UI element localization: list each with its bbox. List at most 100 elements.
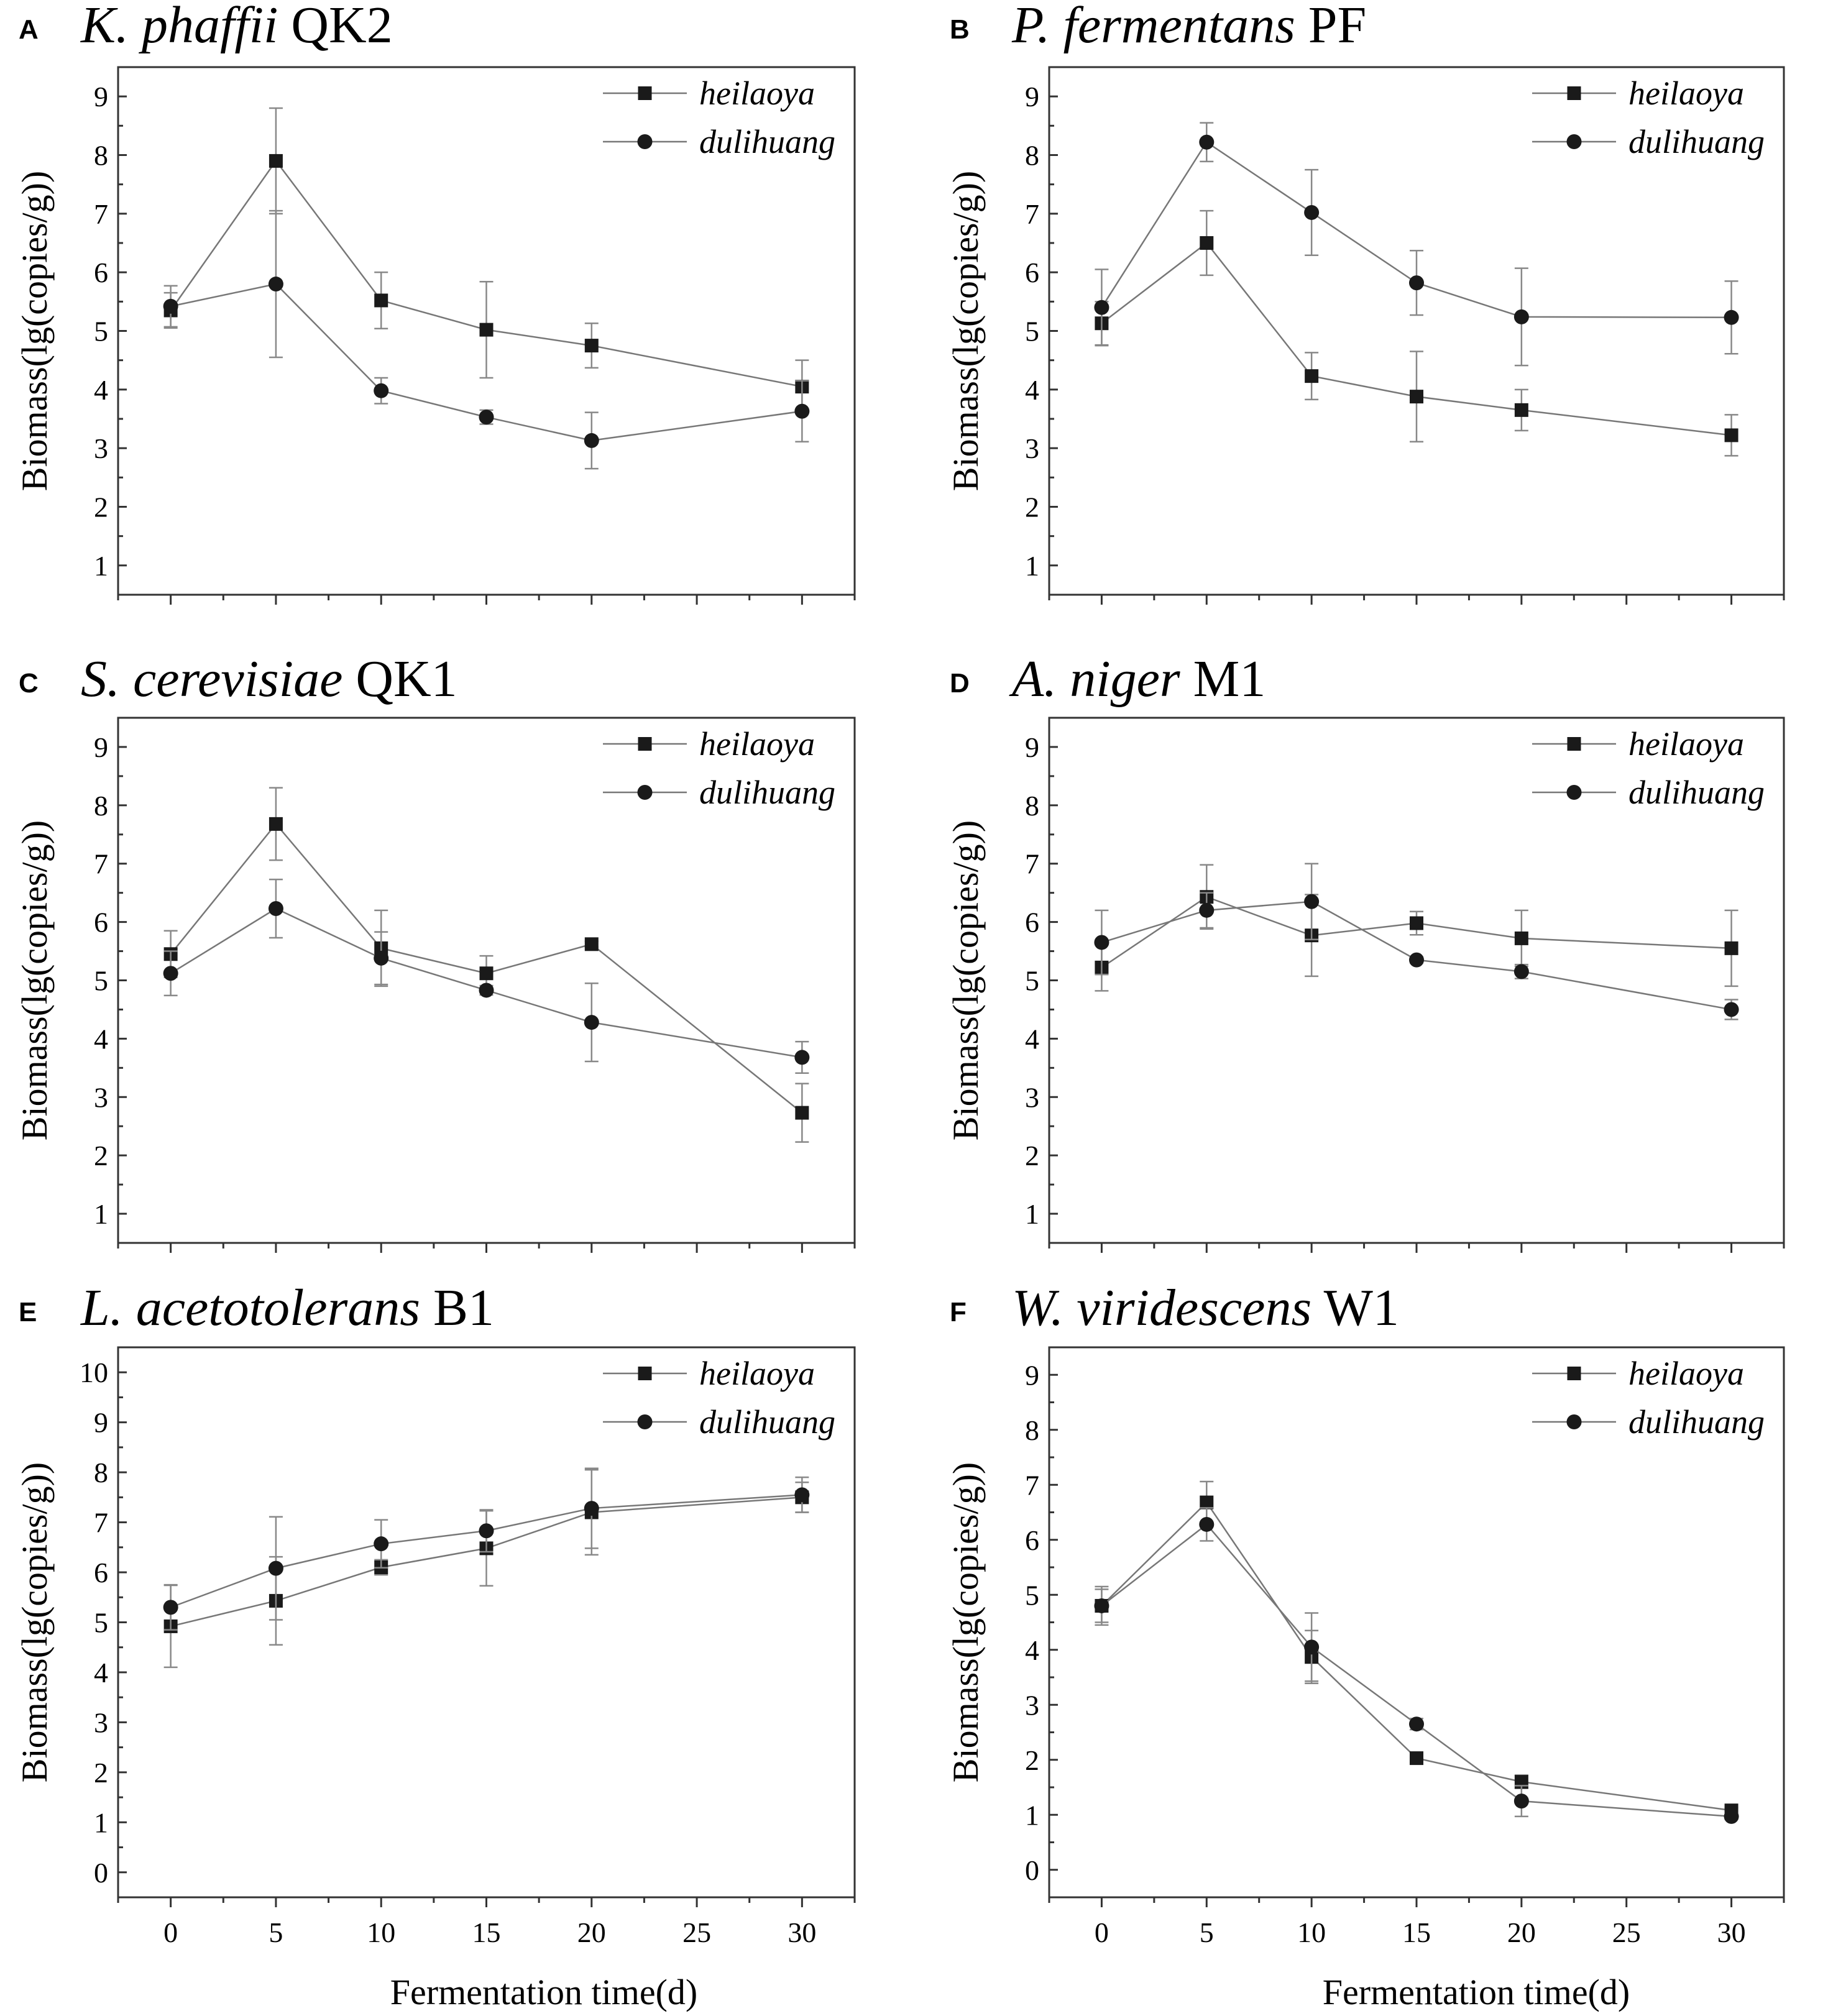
data-point: [163, 966, 178, 981]
legend-label: dulihuang: [699, 1403, 835, 1441]
y-tick-label: 4: [1025, 1634, 1039, 1666]
legend-label: heilaoya: [699, 1355, 815, 1392]
y-tick-label: 2: [94, 1757, 108, 1789]
legend-marker: [1567, 737, 1581, 751]
data-point: [163, 1600, 178, 1615]
series-line: [170, 907, 802, 1058]
series-dulihuang: [163, 209, 810, 470]
data-point: [1513, 1794, 1529, 1809]
legend-label: dulihuang: [1628, 123, 1765, 160]
legend-marker: [1567, 1367, 1581, 1380]
x-tick-label: 5: [1200, 1917, 1214, 1948]
data-point: [1724, 309, 1739, 325]
x-tick-label: 5: [269, 1917, 283, 1948]
y-tick-label: 4: [1025, 1023, 1039, 1055]
data-point: [1514, 403, 1528, 417]
series-line: [1101, 896, 1732, 968]
title-strain: B1: [420, 1279, 494, 1337]
data-point: [268, 901, 283, 917]
legend-marker: [637, 134, 653, 149]
y-tick-label: 6: [94, 257, 108, 288]
series-dulihuang: [1094, 122, 1739, 367]
data-point: [1410, 916, 1423, 930]
data-point: [1409, 952, 1424, 968]
y-tick-label: 7: [1025, 198, 1039, 230]
y-tick-label: 5: [94, 316, 108, 347]
y-tick-label: 9: [94, 81, 108, 112]
data-point: [1409, 275, 1424, 291]
x-tick-label: 0: [1095, 1917, 1109, 1948]
y-tick-label: 4: [1025, 374, 1039, 406]
y-tick-label: 3: [94, 1081, 108, 1113]
data-point: [584, 1501, 599, 1516]
series-dulihuang: [1094, 863, 1739, 1020]
data-point: [1724, 1002, 1739, 1017]
panel-letter: F: [950, 1297, 967, 1327]
y-tick-label: 9: [94, 731, 108, 763]
legend: heilaoya dulihuang: [1532, 725, 1765, 811]
data-point: [1199, 1516, 1215, 1532]
panel-title: A. niger M1: [1009, 650, 1265, 708]
panel-B: B P. fermentans PF 1 2 3 4 5 6 7 8 9 Biomass(lg(cop…: [945, 0, 1785, 605]
data-point: [1724, 941, 1738, 955]
y-tick-label: 1: [1025, 550, 1039, 582]
y-tick-label: 1: [1025, 1198, 1039, 1230]
legend-label: heilaoya: [1628, 1355, 1744, 1392]
title-strain: W1: [1311, 1279, 1399, 1337]
y-tick-label: 6: [1025, 1524, 1039, 1556]
series-line: [1101, 900, 1732, 1010]
legend-marker: [638, 737, 652, 751]
data-point: [374, 383, 389, 398]
series-dulihuang: [163, 878, 810, 1074]
data-point: [794, 1050, 810, 1065]
data-point: [1199, 902, 1215, 918]
title-strain: QK2: [278, 0, 392, 54]
panel-C: C S. cerevisiae QK1 1 2 3 4 5 6 7 8 9 Biomass(lg(co…: [14, 650, 856, 1253]
y-tick-label: 2: [1025, 492, 1039, 523]
y-tick-label: 0: [94, 1857, 108, 1889]
data-point: [1724, 428, 1738, 442]
series-line: [170, 1496, 802, 1628]
data-point: [1094, 300, 1109, 315]
data-point: [1514, 931, 1528, 945]
series-dulihuang: [163, 1467, 810, 1631]
data-point: [269, 817, 283, 831]
y-tick-label: 6: [1025, 257, 1039, 288]
panel-F: F W. viridescens W1 0 1 2 3 4 5 6 7 8 9 0 5 10 15 20 25 30…: [945, 1279, 1785, 1948]
y-tick-label: 3: [1025, 1081, 1039, 1113]
legend: heilaoya dulihuang: [603, 75, 835, 160]
y-tick-label: 9: [94, 1407, 108, 1439]
legend-marker: [638, 1367, 652, 1380]
panel-letter: A: [19, 14, 39, 45]
panel-D: D A. niger M1 1 2 3 4 5 6 7 8 9 Biomass(lg(copies/g…: [945, 650, 1785, 1253]
y-tick-label: 6: [1025, 907, 1039, 938]
panel-letter: C: [19, 668, 39, 699]
y-tick-label: 3: [94, 433, 108, 464]
y-tick-label: 6: [94, 907, 108, 938]
data-point: [1304, 1639, 1320, 1655]
legend-label: dulihuang: [1628, 1403, 1765, 1441]
data-point: [794, 403, 810, 419]
series-heilaoya: [1095, 209, 1738, 457]
panel-title: K. phaffii QK2: [80, 0, 393, 54]
series-line: [170, 822, 803, 1114]
legend-label: dulihuang: [699, 774, 835, 811]
y-tick-label: 8: [94, 1457, 108, 1488]
y-tick-label: 3: [94, 1707, 108, 1738]
legend-marker: [637, 1414, 653, 1429]
data-point: [1724, 1808, 1739, 1824]
data-point: [1409, 1716, 1424, 1732]
legend-label: dulihuang: [699, 123, 835, 160]
y-tick-label: 5: [1025, 965, 1039, 997]
y-tick-label: 4: [94, 1657, 108, 1688]
data-point: [584, 1015, 599, 1030]
y-tick-label: 1: [94, 550, 108, 582]
legend: heilaoya dulihuang: [603, 1355, 835, 1441]
y-tick-label: 1: [1025, 1799, 1039, 1831]
y-tick-label: 2: [94, 492, 108, 523]
series-dulihuang: [1094, 1507, 1739, 1824]
y-tick-label: 8: [1025, 140, 1039, 172]
legend-marker: [637, 785, 653, 800]
legend-marker: [1567, 86, 1581, 100]
